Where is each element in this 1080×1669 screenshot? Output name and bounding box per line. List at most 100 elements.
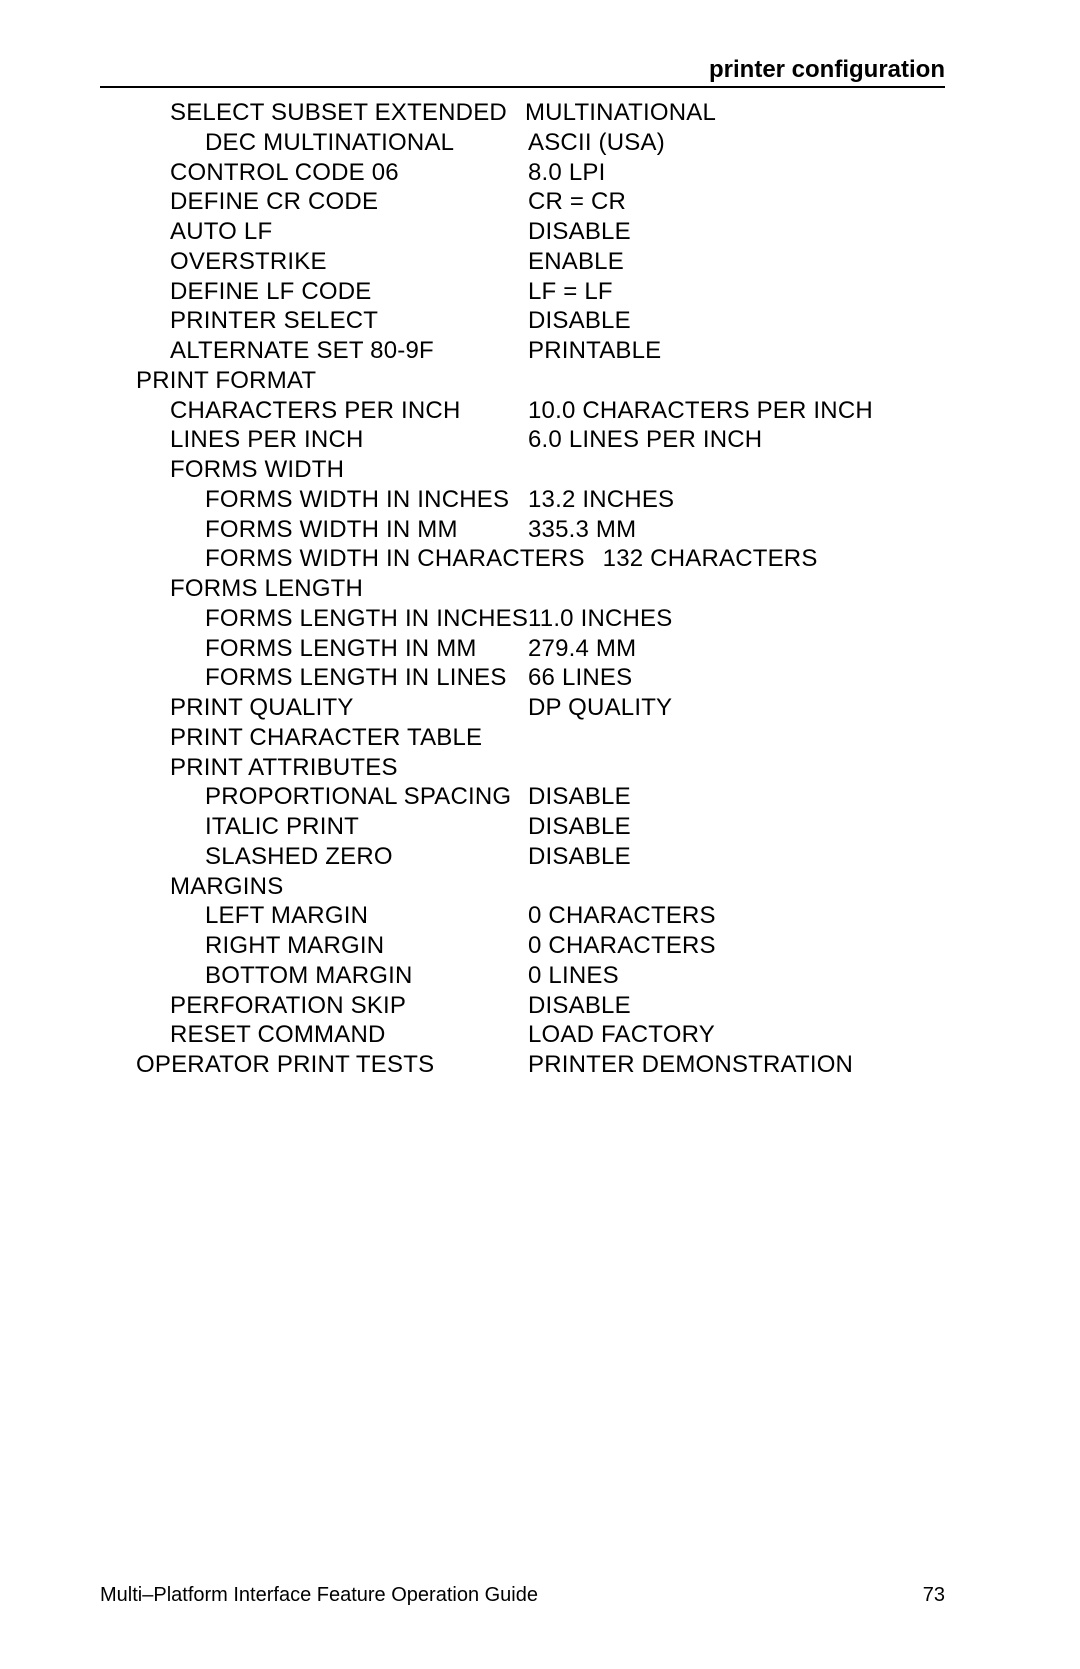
config-row-label: SELECT SUBSET EXTENDED (100, 98, 507, 128)
config-row: RESET COMMANDLOAD FACTORY (100, 1020, 873, 1050)
config-row-value: ENABLE (528, 247, 624, 277)
config-row: FORMS WIDTH IN INCHES13.2 INCHES (100, 485, 873, 515)
page-header: printer configuration (100, 56, 945, 88)
config-row-value: 13.2 INCHES (528, 485, 674, 515)
config-row-value: ASCII (USA) (528, 128, 665, 158)
config-row: BOTTOM MARGIN0 LINES (100, 961, 873, 991)
config-row-label: CONTROL CODE 06 (100, 158, 528, 188)
config-row: LEFT MARGIN0 CHARACTERS (100, 901, 873, 931)
config-row: PRINT CHARACTER TABLE (100, 723, 873, 753)
page-header-title: printer configuration (100, 56, 945, 86)
config-row: FORMS LENGTH IN MM279.4 MM (100, 634, 873, 664)
config-row-value: 11.0 INCHES (528, 604, 672, 634)
config-row-value: DP QUALITY (528, 693, 672, 723)
page-footer: Multi–Platform Interface Feature Operati… (100, 1584, 945, 1607)
config-row: LINES PER INCH6.0 LINES PER INCH (100, 425, 873, 455)
config-row-label: LINES PER INCH (100, 425, 528, 455)
config-row-label: RIGHT MARGIN (100, 931, 528, 961)
config-row: CONTROL CODE 068.0 LPI (100, 158, 873, 188)
config-row: DEFINE LF CODELF = LF (100, 277, 873, 307)
config-row: OVERSTRIKEENABLE (100, 247, 873, 277)
config-row-value: 6.0 LINES PER INCH (528, 425, 762, 455)
config-row-value: 0 CHARACTERS (528, 901, 716, 931)
config-row-label: LEFT MARGIN (100, 901, 528, 931)
config-row: PRINTER SELECTDISABLE (100, 306, 873, 336)
config-row-label: OVERSTRIKE (100, 247, 528, 277)
config-table: SELECT SUBSET EXTENDED MULTINATIONALDEC M… (100, 98, 873, 1080)
config-row-label: PRINT QUALITY (100, 693, 528, 723)
config-row: SLASHED ZERODISABLE (100, 842, 873, 872)
config-row-label: FORMS LENGTH (100, 574, 528, 604)
config-row-label: DEC MULTINATIONAL (100, 128, 528, 158)
config-row-value: 335.3 MM (528, 515, 636, 545)
config-row-value: 66 LINES (528, 663, 632, 693)
config-row: DEFINE CR CODECR = CR (100, 187, 873, 217)
config-row-value: 132 CHARACTERS (603, 544, 818, 574)
config-row: FORMS WIDTH IN MM335.3 MM (100, 515, 873, 545)
config-row-value: 0 LINES (528, 961, 619, 991)
config-row-value: DISABLE (528, 306, 631, 336)
config-row-value: 279.4 MM (528, 634, 636, 664)
config-row-value: DISABLE (528, 782, 631, 812)
config-row-label: ALTERNATE SET 80-9F (100, 336, 528, 366)
config-row: CHARACTERS PER INCH10.0 CHARACTERS PER I… (100, 396, 873, 426)
config-row: PROPORTIONAL SPACINGDISABLE (100, 782, 873, 812)
config-row: ALTERNATE SET 80-9FPRINTABLE (100, 336, 873, 366)
config-row-label: FORMS WIDTH IN INCHES (100, 485, 528, 515)
config-row: PRINT ATTRIBUTES (100, 753, 873, 783)
config-row: DEC MULTINATIONALASCII (USA) (100, 128, 873, 158)
config-row: PRINT QUALITYDP QUALITY (100, 693, 873, 723)
config-row-label: PRINT ATTRIBUTES (100, 753, 528, 783)
config-row: RIGHT MARGIN0 CHARACTERS (100, 931, 873, 961)
config-row-label: OPERATOR PRINT TESTS (100, 1050, 528, 1080)
config-row-value: DISABLE (528, 991, 631, 1021)
config-row-label: PRINT CHARACTER TABLE (100, 723, 528, 753)
config-row-label: BOTTOM MARGIN (100, 961, 528, 991)
config-row-label: FORMS LENGTH IN INCHES (100, 604, 528, 634)
config-row-value: LOAD FACTORY (528, 1020, 715, 1050)
config-row-label: FORMS LENGTH IN MM (100, 634, 528, 664)
config-row: OPERATOR PRINT TESTSPRINTER DEMONSTRATIO… (100, 1050, 873, 1080)
config-row: ITALIC PRINTDISABLE (100, 812, 873, 842)
config-row: FORMS LENGTH IN LINES66 LINES (100, 663, 873, 693)
config-row-label: AUTO LF (100, 217, 528, 247)
config-row-label: FORMS WIDTH (100, 455, 528, 485)
config-row-label: PRINTER SELECT (100, 306, 528, 336)
config-row: PERFORATION SKIPDISABLE (100, 991, 873, 1021)
footer-page-number: 73 (923, 1584, 945, 1607)
config-row-value: DISABLE (528, 842, 631, 872)
config-row-value: CR = CR (528, 187, 626, 217)
config-row-value: 10.0 CHARACTERS PER INCH (528, 396, 873, 426)
config-row-value: LF = LF (528, 277, 613, 307)
config-row-value: DISABLE (528, 217, 631, 247)
config-row-label: SLASHED ZERO (100, 842, 528, 872)
config-row: FORMS LENGTH IN INCHES11.0 INCHES (100, 604, 873, 634)
config-row-label: CHARACTERS PER INCH (100, 396, 528, 426)
config-row: FORMS LENGTH (100, 574, 873, 604)
config-row-value: 8.0 LPI (528, 158, 605, 188)
config-row: FORMS WIDTH (100, 455, 873, 485)
config-row-label: FORMS LENGTH IN LINES (100, 663, 528, 693)
config-row-label: PERFORATION SKIP (100, 991, 528, 1021)
config-row: FORMS WIDTH IN CHARACTERS 132 CHARACTERS (100, 544, 873, 574)
config-row-label: PRINT FORMAT (100, 366, 528, 396)
config-row: AUTO LFDISABLE (100, 217, 873, 247)
config-row-label: MARGINS (100, 872, 528, 902)
config-row: MARGINS (100, 872, 873, 902)
config-row-label: DEFINE CR CODE (100, 187, 528, 217)
footer-guide-title: Multi–Platform Interface Feature Operati… (100, 1584, 538, 1607)
page: printer configuration SELECT SUBSET EXTE… (0, 0, 1080, 1669)
config-row-label: PROPORTIONAL SPACING (100, 782, 528, 812)
config-row: PRINT FORMAT (100, 366, 873, 396)
config-row-value: PRINTER DEMONSTRATION (528, 1050, 853, 1080)
config-row-value: 0 CHARACTERS (528, 931, 716, 961)
config-row-value: MULTINATIONAL (525, 98, 716, 128)
config-row-value: DISABLE (528, 812, 631, 842)
config-row-label: FORMS WIDTH IN CHARACTERS (100, 544, 585, 574)
config-row-label: RESET COMMAND (100, 1020, 528, 1050)
config-row-value: PRINTABLE (528, 336, 661, 366)
config-row: SELECT SUBSET EXTENDED MULTINATIONAL (100, 98, 873, 128)
config-row-label: DEFINE LF CODE (100, 277, 528, 307)
config-row-label: ITALIC PRINT (100, 812, 528, 842)
header-rule (100, 86, 945, 88)
